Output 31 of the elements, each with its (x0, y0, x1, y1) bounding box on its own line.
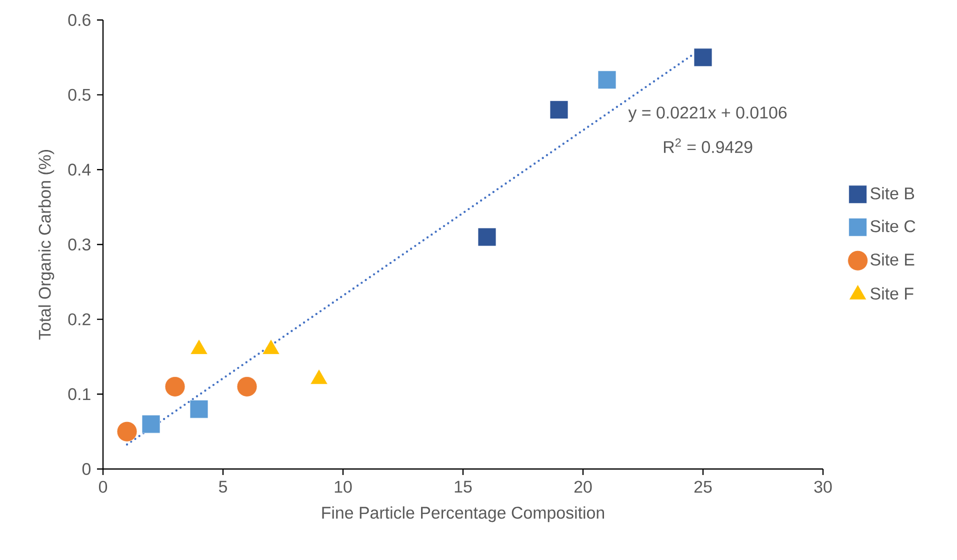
y-axis-title: Total Organic Carbon (%) (38, 150, 54, 340)
y-tick-label: 0.3 (68, 238, 90, 250)
point (116, 421, 138, 442)
x-tick-label: 10 (334, 480, 352, 493)
point (164, 376, 186, 397)
y-tick-label: 0.6 (68, 14, 90, 26)
legend-label: Site E (870, 253, 914, 266)
y-tick-label: 0.4 (68, 164, 91, 176)
x-tick-label: 15 (454, 480, 472, 493)
y-tick-label: 0 (82, 462, 91, 475)
annotation: y = 0.0221x + 0.0106 (628, 106, 787, 122)
point (190, 400, 208, 418)
point (550, 100, 568, 119)
legend-label: Site B (870, 186, 914, 200)
x-tick-label: 30 (814, 480, 832, 493)
point (598, 70, 616, 90)
point (142, 414, 160, 434)
y-tick-label: 0.2 (68, 313, 90, 326)
x-tick-label: 5 (218, 480, 228, 493)
x-axis-title: Fine Particle Percentage Composition (322, 506, 604, 522)
point (694, 48, 712, 67)
legend-label: Site F (870, 287, 914, 300)
x-tick-label: 25 (694, 480, 712, 493)
y-tick-label: 0.5 (68, 88, 90, 101)
point (478, 228, 496, 246)
annotation: R$^{2}$ = 0.9429 (664, 138, 752, 154)
legend-label: Site C (870, 220, 916, 232)
y-tick-label: 0.1 (68, 388, 90, 400)
point (236, 376, 258, 397)
x-tick-label: 20 (574, 480, 592, 493)
x-tick-label: 0 (98, 480, 108, 493)
